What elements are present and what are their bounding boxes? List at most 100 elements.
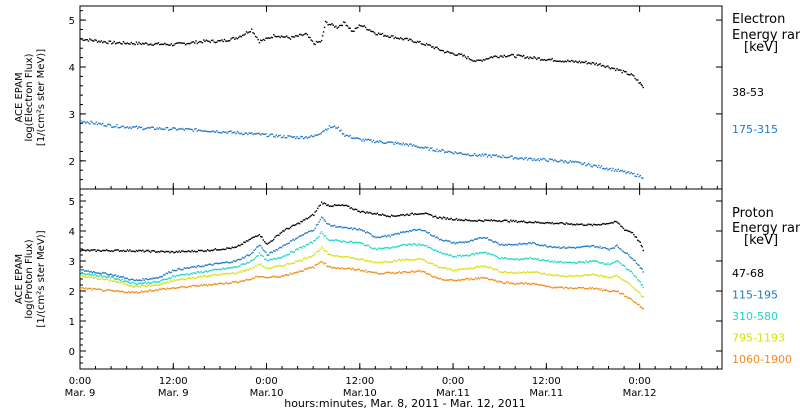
- data-point: [345, 241, 347, 244]
- data-point: [313, 214, 315, 217]
- data-point: [292, 272, 294, 275]
- data-point: [340, 225, 342, 228]
- data-point: [517, 158, 520, 160]
- x-tick-date: Mar.10: [250, 388, 284, 399]
- data-point: [574, 262, 577, 265]
- data-point: [477, 219, 480, 221]
- data-point: [330, 253, 332, 256]
- data-point: [590, 245, 592, 247]
- data-point: [81, 286, 83, 289]
- data-point: [490, 219, 493, 221]
- data-point: [433, 150, 436, 152]
- data-point: [634, 77, 636, 80]
- data-point: [411, 212, 414, 214]
- data-point: [460, 268, 463, 271]
- data-point: [291, 225, 293, 227]
- data-point: [466, 254, 468, 256]
- data-point: [528, 57, 530, 60]
- data-point: [460, 278, 463, 281]
- data-point: [517, 259, 520, 261]
- data-point: [383, 273, 385, 275]
- data-point: [626, 73, 629, 75]
- data-point: [384, 272, 386, 274]
- data-point: [423, 43, 425, 46]
- data-point: [508, 243, 511, 246]
- data-point: [627, 269, 630, 271]
- data-point: [372, 248, 375, 250]
- data-point: [609, 222, 612, 224]
- data-point: [478, 237, 481, 239]
- data-point: [267, 242, 270, 244]
- data-point: [196, 271, 198, 273]
- data-point: [638, 291, 640, 293]
- data-point: [304, 33, 306, 35]
- data-point: [638, 240, 640, 242]
- data-point: [616, 260, 618, 262]
- data-point: [113, 249, 116, 252]
- data-point: [142, 278, 144, 280]
- data-point: [355, 228, 358, 231]
- data-point: [524, 221, 526, 223]
- data-point: [354, 208, 357, 210]
- data-point: [190, 128, 192, 130]
- data-point: [100, 273, 103, 275]
- data-point: [298, 33, 301, 36]
- data-point: [156, 284, 158, 286]
- data-point: [526, 283, 529, 285]
- data-point: [241, 256, 244, 259]
- data-point: [98, 278, 100, 280]
- data-point: [523, 271, 525, 273]
- y-tick-label: 0: [69, 347, 75, 358]
- data-point: [261, 247, 263, 249]
- data-point: [370, 212, 372, 214]
- data-point: [521, 243, 524, 245]
- data-point: [577, 61, 579, 64]
- data-point: [406, 258, 408, 261]
- data-point: [453, 219, 455, 221]
- data-point: [285, 137, 288, 139]
- data-point: [203, 265, 205, 268]
- data-point: [552, 261, 555, 264]
- data-point: [218, 40, 221, 42]
- data-point: [179, 273, 182, 276]
- data-point: [138, 286, 140, 288]
- data-point: [406, 213, 408, 215]
- data-point: [344, 204, 346, 207]
- data-point: [464, 240, 467, 243]
- data-point: [486, 237, 489, 239]
- data-point: [341, 132, 344, 135]
- data-point: [403, 231, 406, 233]
- data-point: [379, 261, 381, 263]
- data-point: [348, 227, 350, 230]
- data-point: [205, 250, 208, 252]
- data-point: [241, 243, 244, 246]
- data-point: [260, 39, 262, 41]
- data-point: [295, 238, 297, 240]
- data-point: [548, 158, 551, 160]
- data-point: [530, 243, 533, 245]
- data-point: [331, 239, 333, 241]
- data-point: [310, 256, 312, 258]
- data-point: [563, 61, 565, 63]
- data-point: [226, 261, 228, 263]
- data-point: [554, 286, 556, 288]
- data-point: [199, 129, 201, 132]
- data-point: [559, 222, 561, 224]
- data-point: [550, 286, 552, 288]
- data-point: [266, 135, 268, 138]
- data-point: [608, 249, 610, 251]
- data-point: [164, 128, 166, 130]
- data-point: [314, 43, 316, 46]
- data-point: [539, 59, 542, 61]
- data-point: [515, 258, 517, 261]
- data-point: [256, 275, 258, 278]
- data-point: [534, 271, 537, 273]
- data-point: [577, 223, 579, 226]
- data-point: [328, 125, 331, 127]
- data-point: [216, 283, 218, 286]
- data-point: [444, 51, 446, 54]
- data-point: [406, 271, 408, 274]
- data-point: [179, 278, 182, 280]
- data-point: [206, 264, 209, 266]
- data-point: [603, 222, 605, 225]
